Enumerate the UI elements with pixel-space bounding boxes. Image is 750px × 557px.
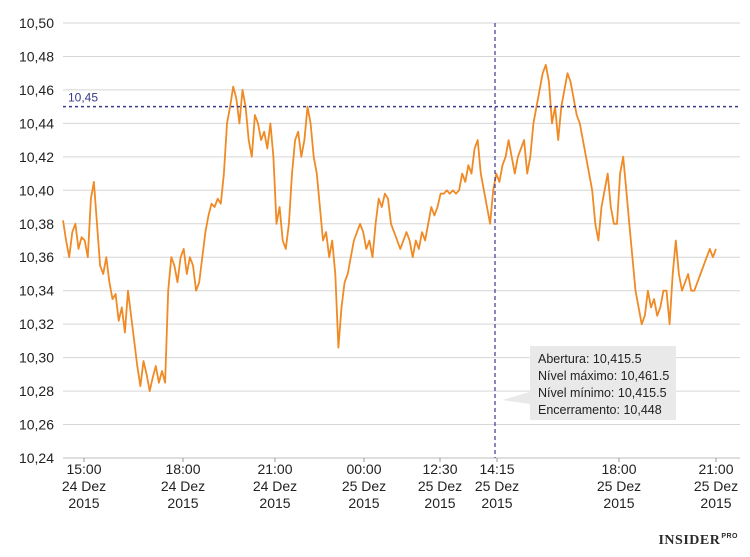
x-tick-time: 12:30 bbox=[422, 461, 457, 477]
x-tick-year: 2015 bbox=[348, 495, 379, 511]
x-tick-date: 25 Dez bbox=[694, 478, 738, 494]
y-tick-label: 10,50 bbox=[19, 15, 54, 31]
reference-line-label: 10,45 bbox=[68, 91, 98, 105]
y-tick-label: 10,28 bbox=[19, 383, 54, 399]
y-tick-label: 10,30 bbox=[19, 350, 54, 366]
y-tick-label: 10,40 bbox=[19, 182, 54, 198]
x-tick-date: 25 Dez bbox=[342, 478, 386, 494]
x-tick-date: 25 Dez bbox=[475, 478, 519, 494]
reference-line-group: 10,45 bbox=[63, 91, 740, 108]
x-tick-time: 00:00 bbox=[346, 461, 381, 477]
brand-name: INSIDER bbox=[658, 533, 721, 548]
y-axis: 10,50 10,48 10,46 10,44 10,42 10,40 10,38 10,36… bbox=[19, 15, 54, 466]
x-tick-year: 2015 bbox=[167, 495, 198, 511]
x-tick-time: 15:00 bbox=[66, 461, 101, 477]
x-tick-time: 14:15 bbox=[479, 461, 514, 477]
x-tick-date: 25 Dez bbox=[597, 478, 641, 494]
y-tick-label: 10,38 bbox=[19, 216, 54, 232]
tooltip-high-text: Nível máximo: 10,461.5 bbox=[538, 369, 669, 383]
x-tick-date: 24 Dez bbox=[253, 478, 297, 494]
ohlc-tooltip: Abertura: 10,415.5 Nível máximo: 10,461.… bbox=[502, 346, 676, 420]
x-tick-year: 2015 bbox=[603, 495, 634, 511]
grid-lines bbox=[63, 22, 740, 459]
y-tick-label: 10,48 bbox=[19, 48, 54, 64]
x-tick-year: 2015 bbox=[700, 495, 731, 511]
tooltip-low-text: Nível mínimo: 10,415.5 bbox=[538, 386, 667, 400]
price-series-line bbox=[62, 63, 717, 393]
tooltip-open-text: Abertura: 10,415.5 bbox=[538, 352, 642, 366]
y-tick-label: 10,34 bbox=[19, 283, 54, 299]
brand-suffix: PRO bbox=[721, 533, 738, 541]
x-tick-time: 21:00 bbox=[698, 461, 733, 477]
tooltip-box bbox=[502, 346, 676, 420]
y-tick-label: 10,42 bbox=[19, 149, 54, 165]
series-group bbox=[62, 63, 717, 393]
x-tick-year: 2015 bbox=[481, 495, 512, 511]
x-tick-time: 18:00 bbox=[601, 461, 636, 477]
x-tick-date: 24 Dez bbox=[62, 478, 106, 494]
y-tick-label: 10,44 bbox=[19, 115, 54, 131]
y-tick-label: 10,36 bbox=[19, 249, 54, 265]
insider-pro-logo: INSIDERPRO bbox=[658, 533, 738, 549]
y-tick-label: 10,46 bbox=[19, 82, 54, 98]
y-tick-label: 10,32 bbox=[19, 316, 54, 332]
x-tick-year: 2015 bbox=[259, 495, 290, 511]
y-tick-label: 10,24 bbox=[19, 450, 54, 466]
x-tick-time: 18:00 bbox=[165, 461, 200, 477]
x-tick-date: 24 Dez bbox=[161, 478, 205, 494]
x-tick-time: 21:00 bbox=[257, 461, 292, 477]
x-tick-year: 2015 bbox=[68, 495, 99, 511]
tooltip-close-text: Encerramento: 10,448 bbox=[538, 403, 662, 417]
y-tick-label: 10,26 bbox=[19, 417, 54, 433]
x-tick-year: 2015 bbox=[424, 495, 455, 511]
x-tick-date: 25 Dez bbox=[418, 478, 462, 494]
